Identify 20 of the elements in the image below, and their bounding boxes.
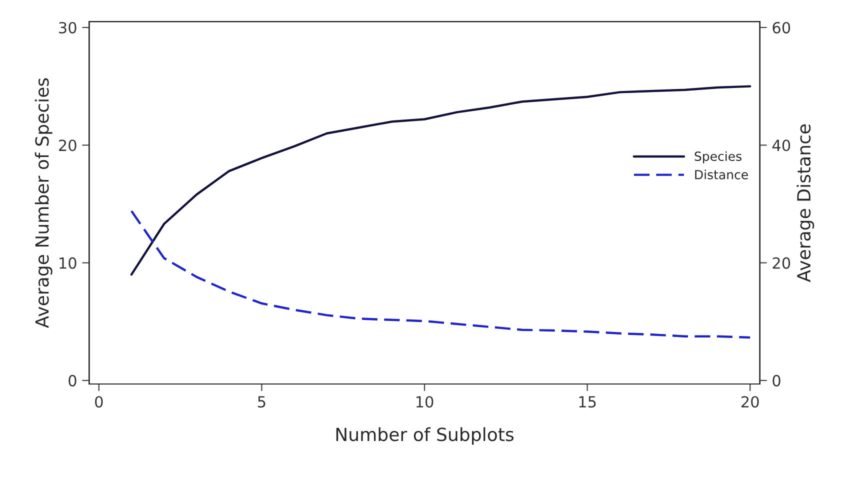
line-series <box>130 85 752 276</box>
y2-tick-label: 0 <box>772 374 780 386</box>
y-tick-label: 10 <box>60 257 76 269</box>
x-tick-label: 20 <box>741 396 759 408</box>
y2-tick-label: 60 <box>772 22 790 34</box>
x-axis-title: Number of Subplots <box>336 427 514 445</box>
y-tick-label: 0 <box>68 374 76 386</box>
y2-tick-label: 40 <box>772 140 790 152</box>
line-series <box>130 210 752 339</box>
y-axis-title: Average Number of Species <box>34 78 52 328</box>
legend-label: Species <box>694 151 742 164</box>
y2-tick-label: 20 <box>772 257 790 269</box>
x-tick-label: 10 <box>416 396 434 408</box>
y-tick-label: 30 <box>59 22 76 34</box>
legend-label: Distance <box>695 170 748 180</box>
x-tick-label: 15 <box>579 396 596 408</box>
x-tick-label: 5 <box>258 396 266 408</box>
y2-axis-title: Average Distance <box>796 124 814 282</box>
x-tick-label: 0 <box>95 396 103 408</box>
y-tick-label: 20 <box>59 140 76 152</box>
